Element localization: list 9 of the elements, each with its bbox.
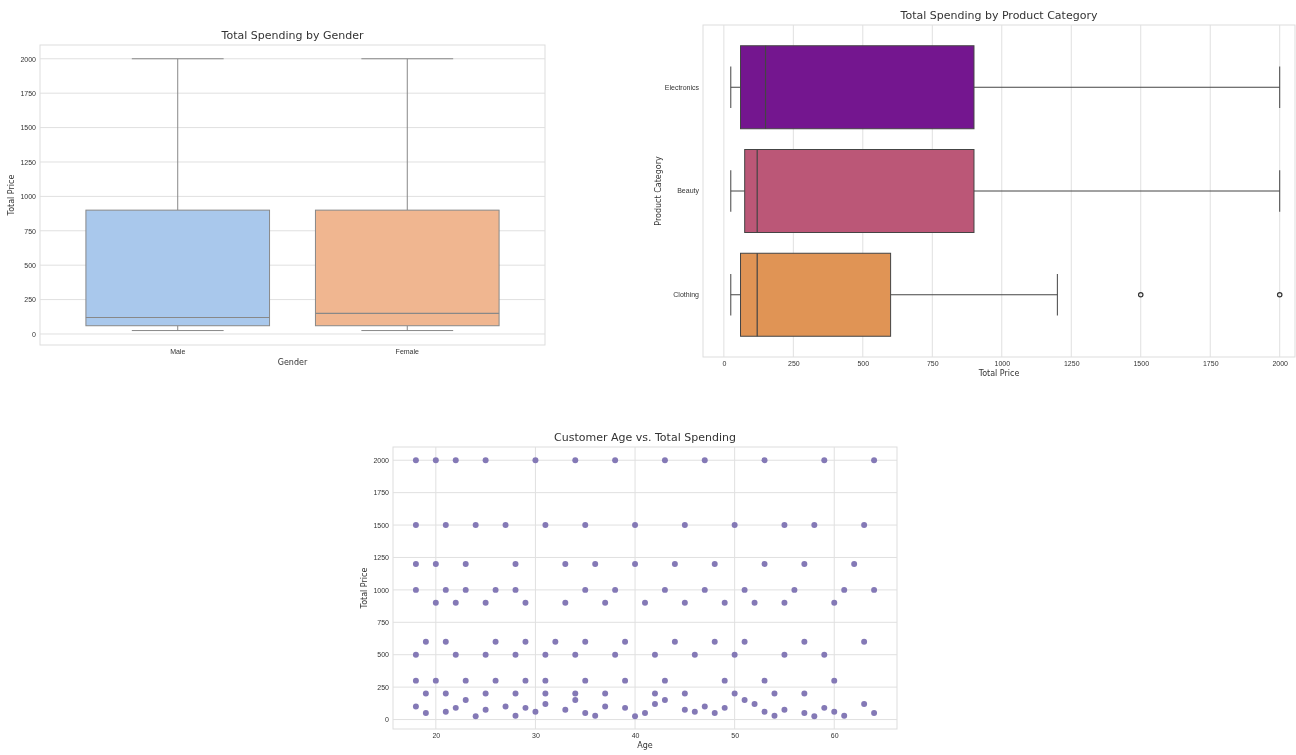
y-axis-title: Total Price [360, 567, 369, 610]
y-axis-title: Product Category [654, 156, 663, 226]
chart-title: Customer Age vs. Total Spending [554, 431, 736, 444]
x-axis-title: Total Price [977, 369, 1020, 378]
x-axis-title: Age [637, 741, 653, 750]
y-axis-title: Total Price [7, 174, 16, 217]
x-axis-title: Gender [277, 358, 308, 367]
chart-title: Total Spending by Gender [220, 29, 364, 42]
chart-title: Total Spending by Product Category [899, 9, 1098, 22]
